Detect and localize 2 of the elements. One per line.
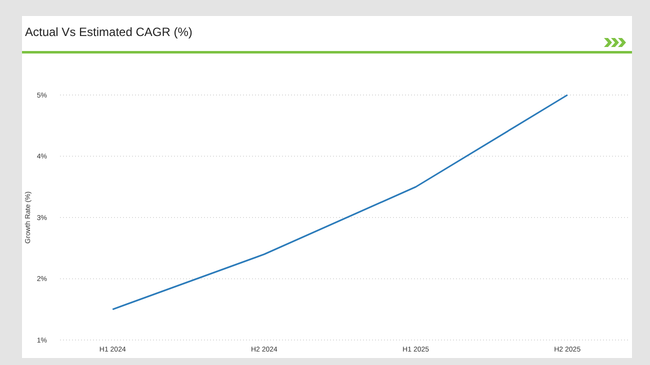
line-series (112, 94, 568, 310)
chart-title: Actual Vs Estimated CAGR (%) (25, 25, 192, 39)
